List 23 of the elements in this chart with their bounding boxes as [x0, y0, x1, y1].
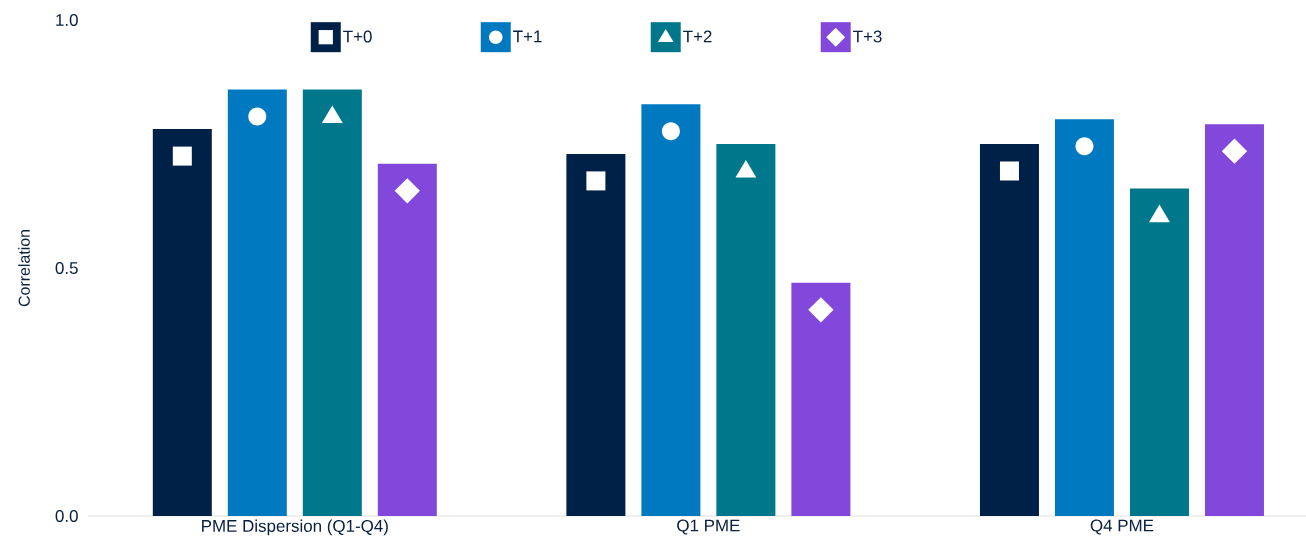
- x-tick-label: PME Dispersion (Q1-Q4): [202, 519, 388, 536]
- y-tick-label: 0.5: [55, 261, 78, 274]
- legend-label: T+2: [683, 30, 712, 43]
- bar: [1204, 124, 1264, 516]
- bar: [979, 143, 1039, 516]
- y-tick-label: 1.0: [56, 13, 78, 26]
- bar: [791, 282, 851, 516]
- bar: [377, 163, 437, 516]
- bar: [641, 104, 701, 516]
- bar: [1054, 119, 1114, 516]
- legend-label: T+1: [513, 30, 542, 43]
- bar: [302, 89, 362, 516]
- x-tick-label: Q4 PME: [1090, 519, 1154, 535]
- y-axis-title: Correlation: [18, 230, 30, 307]
- legend-label: T+0: [343, 30, 372, 43]
- legend-label: T+3: [853, 30, 882, 43]
- x-tick-label: Q1 PME: [677, 519, 740, 535]
- bar: [716, 143, 776, 516]
- bar: [227, 89, 287, 516]
- bar: [152, 129, 212, 516]
- y-tick-label: 0.0: [55, 509, 78, 522]
- bar: [566, 153, 626, 516]
- bar: [1129, 188, 1189, 516]
